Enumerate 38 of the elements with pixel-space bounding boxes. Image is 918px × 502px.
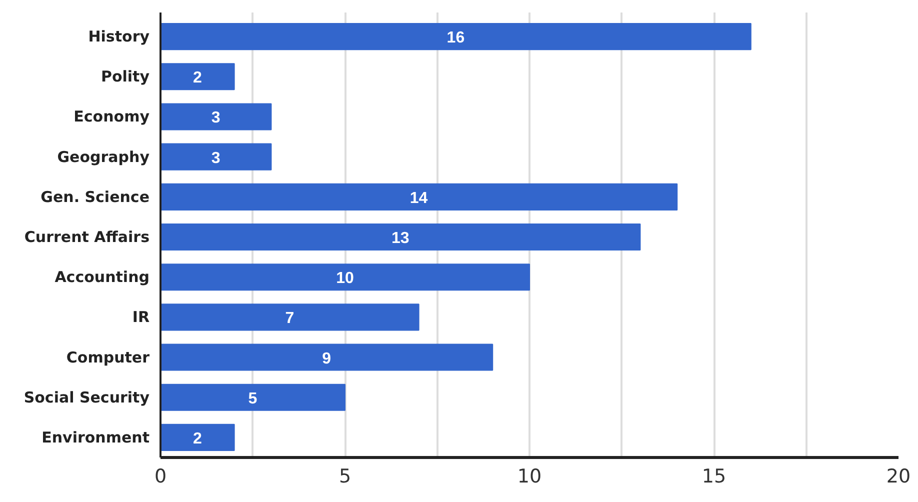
y-tick-label: History <box>88 28 150 46</box>
data-label: 2 <box>192 70 202 87</box>
y-tick-label: Geography <box>57 148 150 166</box>
y-tick-label: IR <box>132 308 150 326</box>
data-label: 3 <box>211 110 220 127</box>
y-tick-label: Gen. Science <box>40 188 150 206</box>
y-tick-label: Environment <box>42 428 150 446</box>
x-tick-label: 10 <box>517 466 542 488</box>
y-tick-label: Polity <box>100 68 150 86</box>
y-tick-label: Accounting <box>54 268 150 286</box>
bar <box>160 264 530 291</box>
bar <box>160 424 235 451</box>
bar <box>160 344 494 371</box>
bar <box>160 23 752 50</box>
x-tick-label: 5 <box>338 466 352 488</box>
data-label: 2 <box>192 430 202 448</box>
y-tick-label: Computer <box>66 348 150 366</box>
data-label: 7 <box>285 310 294 328</box>
y-tick-label: Social Security <box>24 388 150 406</box>
x-tick-label: 20 <box>886 466 911 488</box>
data-label: 13 <box>391 230 410 248</box>
bar <box>160 183 678 210</box>
x-tick-label: 0 <box>154 466 167 488</box>
bar <box>160 223 641 251</box>
bar <box>160 63 235 90</box>
bar <box>160 103 272 130</box>
data-label: 3 <box>211 150 220 167</box>
y-tick-label: Economy <box>74 108 150 126</box>
data-label: 10 <box>336 270 354 288</box>
data-label: 5 <box>248 390 258 408</box>
data-label: 14 <box>410 190 428 207</box>
bar <box>160 384 346 411</box>
x-tick-label: 15 <box>702 466 726 488</box>
bar <box>160 143 272 170</box>
data-label: 16 <box>446 30 465 47</box>
y-tick-label: Current Affairs <box>24 228 150 246</box>
data-label: 9 <box>322 350 332 368</box>
bar <box>160 304 420 331</box>
